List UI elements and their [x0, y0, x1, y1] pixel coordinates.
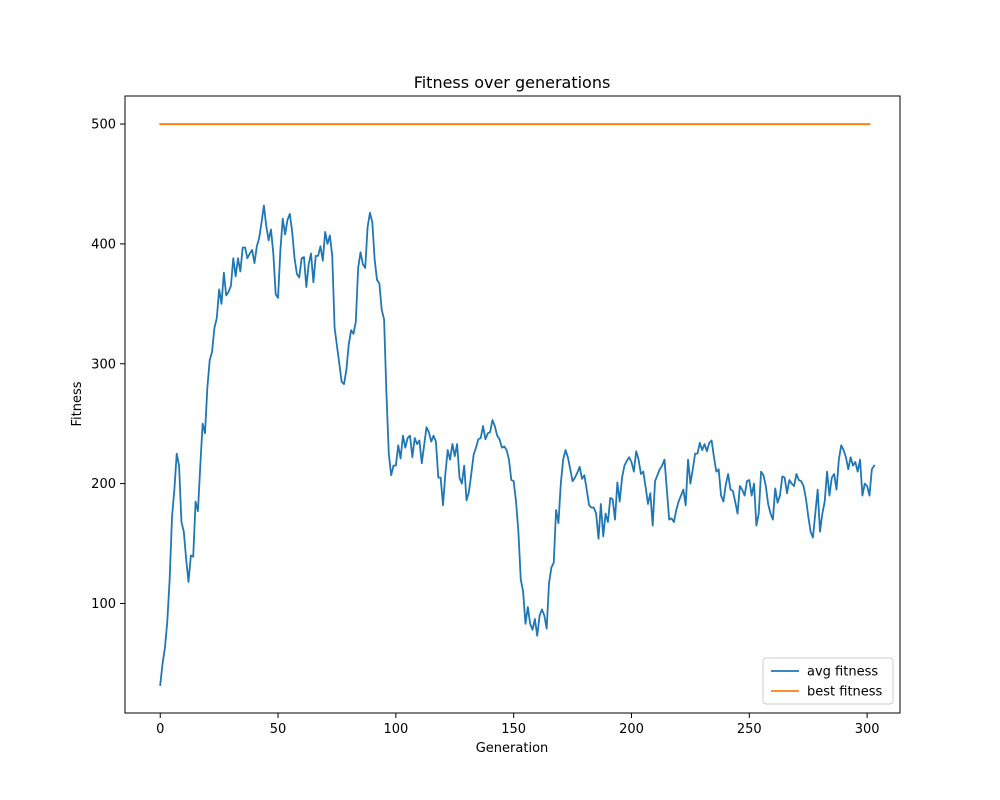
- x-tick-label: 0: [156, 722, 164, 737]
- x-tick-label: 300: [855, 722, 880, 737]
- legend-label-avg-fitness: avg fitness: [807, 665, 878, 680]
- y-axis-ticks: 100 200 300 400 500: [91, 118, 125, 612]
- legend-box: [762, 657, 894, 705]
- x-tick-label: 150: [501, 722, 526, 737]
- plot-frame: [124, 95, 901, 714]
- y-tick-label: 300: [91, 357, 116, 372]
- series-line-avg-fitness: [159, 204, 876, 686]
- x-axis-label: Generation: [476, 741, 549, 756]
- x-tick-label: 100: [383, 722, 408, 737]
- plot-area: [124, 95, 901, 714]
- x-axis-ticks: 0 50 100 150 200 250 300: [156, 713, 880, 737]
- x-tick-label: 200: [619, 722, 644, 737]
- legend: avg fitness best fitness: [762, 657, 894, 705]
- chart-title: Fitness over generations: [414, 73, 611, 92]
- y-tick-label: 100: [91, 597, 116, 612]
- x-tick-label: 50: [270, 722, 287, 737]
- x-tick-label: 250: [737, 722, 762, 737]
- y-tick-label: 400: [91, 237, 116, 252]
- y-axis-label: Fitness: [70, 381, 85, 426]
- y-tick-label: 200: [91, 477, 116, 492]
- y-tick-label: 500: [91, 118, 116, 133]
- legend-label-best-fitness: best fitness: [807, 685, 883, 700]
